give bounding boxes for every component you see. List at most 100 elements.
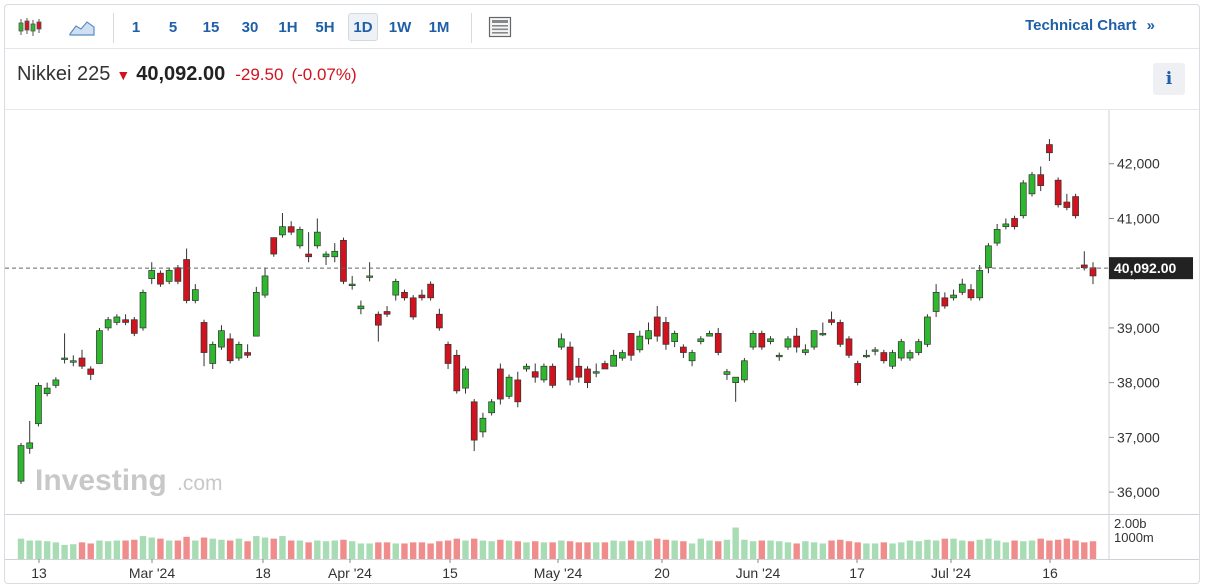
volume-bar: [532, 541, 539, 559]
candle: [636, 330, 644, 353]
candle-body-up: [1019, 182, 1027, 217]
price-change: -29.50: [235, 65, 284, 84]
price-chart[interactable]: 36,00037,00038,00039,00040,00041,00042,0…: [5, 109, 1200, 584]
volume-bar: [540, 542, 548, 559]
candle: [915, 338, 923, 356]
volume-tick-label: 1000m: [1114, 530, 1154, 545]
volume-bar: [1011, 540, 1018, 559]
candle-body-down: [305, 253, 312, 258]
candle-body-up: [819, 333, 827, 336]
candle-body-up: [985, 245, 992, 269]
price-tick-label: 36,000: [1117, 484, 1160, 500]
volume-bar: [828, 540, 835, 559]
candle-body-up: [889, 352, 896, 367]
investing-watermark: Investing: [35, 464, 167, 497]
interval-button-1[interactable]: 1: [131, 18, 141, 36]
candle: [226, 333, 234, 364]
volume-bar: [871, 543, 879, 559]
interval-button-15[interactable]: 15: [202, 18, 220, 36]
volume-bar: [601, 542, 609, 559]
candle: [340, 237, 347, 285]
candle-body-up: [488, 401, 495, 414]
volume-bar: [697, 538, 705, 559]
candle: [313, 218, 321, 249]
candlestick-chart-button[interactable]: [15, 13, 45, 41]
candle: [723, 368, 731, 380]
volume-bar: [218, 539, 225, 559]
volume-bar: [113, 540, 121, 559]
volume-bar: [680, 541, 687, 559]
layout-button[interactable]: [486, 13, 514, 41]
candle: [287, 221, 295, 235]
candle-body-up: [366, 275, 373, 278]
volume-bar: [1002, 542, 1010, 559]
candle-body-up: [392, 281, 400, 296]
candle: [366, 262, 373, 282]
volume-bar: [671, 540, 678, 559]
candle-body-down: [549, 365, 556, 386]
candle: [435, 308, 443, 331]
candle: [43, 382, 51, 397]
candle: [87, 366, 95, 380]
candle: [113, 314, 121, 326]
volume-bar: [314, 540, 321, 559]
info-button[interactable]: i: [1153, 63, 1185, 95]
candle-body-up: [1002, 223, 1010, 228]
chart-toolbar: 1 5 15 30 1H 5H 1D 1W 1M Technical Chart »: [5, 5, 1199, 49]
candle: [130, 316, 138, 337]
candle: [496, 363, 504, 405]
candle-body-down: [680, 346, 687, 353]
volume-bar: [340, 539, 347, 559]
candle-body-down: [1089, 267, 1097, 277]
interval-button-1w[interactable]: 1W: [388, 18, 412, 36]
volume-bar: [627, 540, 635, 559]
interval-button-30[interactable]: 30: [241, 18, 259, 36]
volume-bar: [1063, 538, 1071, 559]
candle-body-down: [226, 338, 234, 362]
candle: [1011, 215, 1018, 230]
volume-bar: [898, 542, 905, 559]
volume-bar: [357, 543, 365, 559]
candle: [967, 284, 975, 301]
candle-body-down: [453, 354, 461, 392]
candle: [122, 314, 129, 326]
interval-button-5[interactable]: 5: [168, 18, 178, 36]
volume-bar: [453, 538, 460, 559]
volume-bar: [497, 539, 504, 559]
candle: [584, 366, 591, 389]
candle-body-up: [209, 343, 217, 364]
candle-body-up: [592, 371, 600, 374]
volume-bar: [837, 539, 844, 559]
candle-body-down: [383, 311, 391, 315]
last-price-tag-label: 40,092.00: [1114, 260, 1176, 276]
candle: [540, 363, 548, 383]
candle-body-up: [113, 316, 121, 323]
volume-bar: [985, 538, 992, 559]
candle-body-down: [287, 226, 295, 233]
volume-bar: [200, 537, 208, 559]
candle: [418, 289, 426, 301]
interval-button-1h[interactable]: 1H: [278, 18, 298, 36]
candle: [1054, 177, 1062, 208]
candle: [148, 262, 156, 285]
area-chart-button[interactable]: [67, 13, 97, 41]
candle: [462, 366, 469, 394]
candle-body-down: [531, 371, 539, 378]
candle-body-up: [741, 360, 748, 381]
volume-bar: [776, 541, 783, 559]
candle-body-up: [993, 229, 1001, 244]
technical-chart-link[interactable]: Technical Chart »: [1025, 17, 1155, 34]
interval-button-1m[interactable]: 1M: [428, 18, 450, 36]
volume-bar: [26, 540, 33, 559]
volume-bar: [401, 543, 408, 559]
volume-bar: [1054, 539, 1062, 559]
candle: [470, 399, 478, 452]
interval-button-5h[interactable]: 5H: [315, 18, 335, 36]
interval-button-1d[interactable]: 1D: [348, 13, 378, 41]
candle-body-down: [1072, 196, 1079, 217]
volume-bar: [375, 542, 382, 559]
candle-body-up: [749, 333, 757, 348]
candle: [976, 264, 984, 301]
candle: [1063, 193, 1071, 211]
candle-body-up: [218, 330, 225, 348]
